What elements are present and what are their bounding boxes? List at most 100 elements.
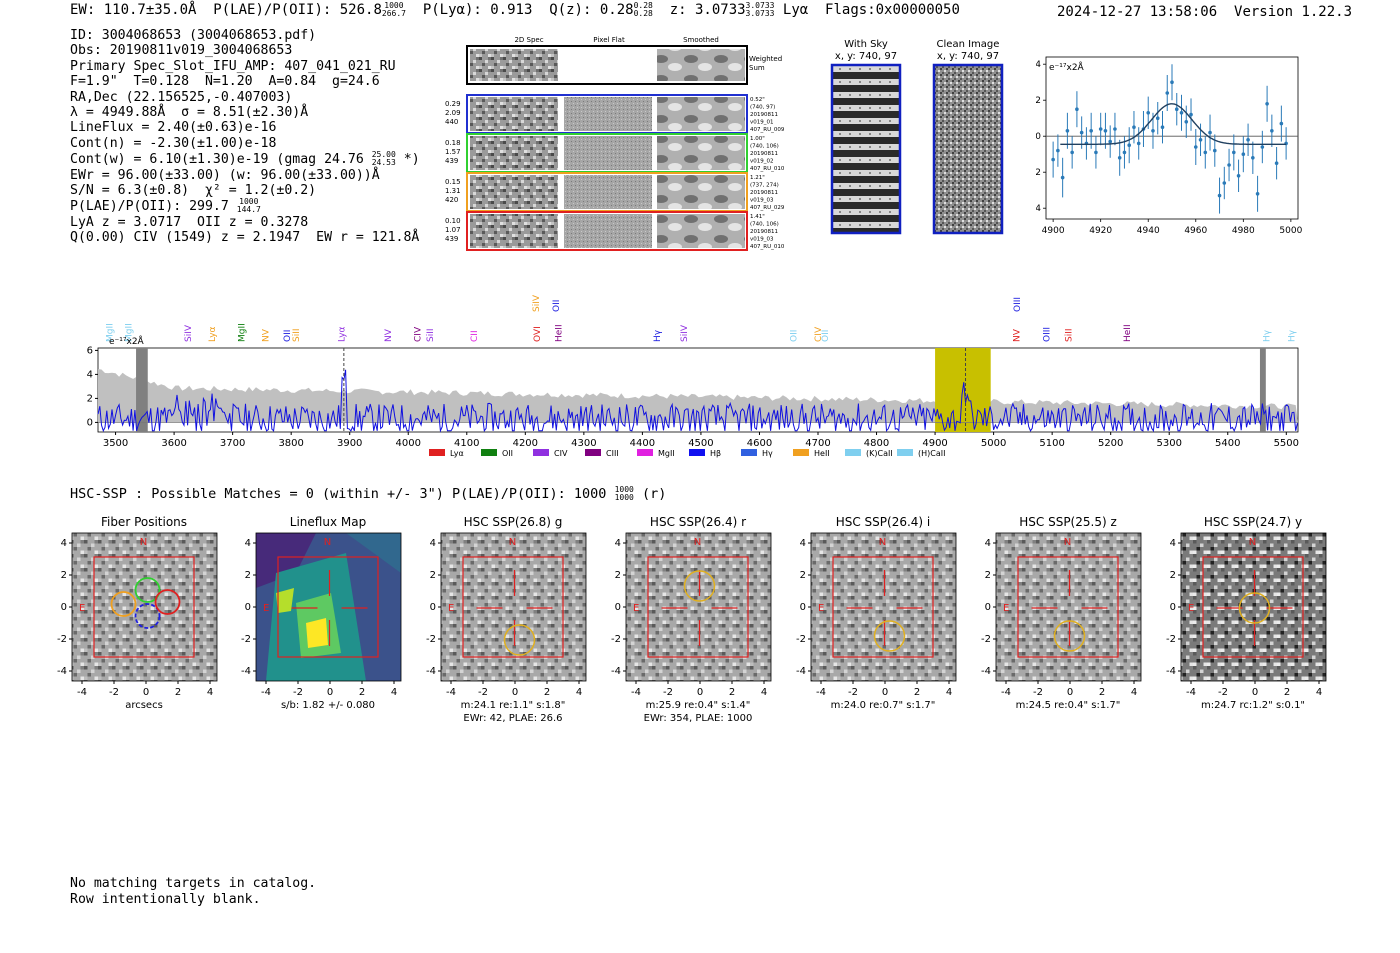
- row-right-label: 1.41": [750, 214, 765, 220]
- legend-label: HeII: [814, 449, 830, 458]
- aperture-circle: [1053, 620, 1086, 652]
- thumb-xtick-label: -4: [446, 687, 456, 698]
- detection-info: ID: 3004068653 (3004068653.pdf) Obs: 201…: [70, 28, 420, 246]
- thumb-ytick-label: 2: [245, 570, 251, 581]
- thumb-xtick-label: 4: [946, 687, 952, 698]
- thumb-image: [72, 533, 217, 681]
- row-left-label: 0.10: [445, 217, 461, 225]
- aperture-circle: [1238, 592, 1271, 624]
- legend-label: Hβ: [710, 449, 721, 458]
- legend-swatch: [637, 449, 653, 456]
- footer-line-1: No matching targets in catalog.: [70, 876, 317, 891]
- row-left-label: 439: [445, 235, 458, 243]
- info-plae-row: P(LAE)/P(OII): 299.7 1000 144.7: [70, 198, 420, 215]
- row-left-label: 420: [445, 196, 458, 204]
- thumb-caption-2: EWr: 354, PLAE: 1000: [644, 713, 753, 724]
- spectrum-xtick-label: 4400: [630, 438, 655, 449]
- line-id-label: OII: [821, 330, 831, 342]
- spectrum-xtick-label: 4100: [454, 438, 479, 449]
- fit-ytick-label: -4: [1036, 204, 1041, 214]
- info-radec: RA,Dec (22.156525,-0.407003): [70, 89, 293, 105]
- row-2d-spec: [470, 97, 558, 131]
- plae-hi: 1000: [384, 1, 404, 10]
- hsc-thumb-6: HSC SSP(25.5) z N E -4 4 -2 2 0 0 2 -2 4 -4 m:24.5 re…: [981, 515, 1142, 711]
- line-id-label: HeII: [1123, 324, 1133, 342]
- thumb-title: Fiber Positions: [101, 515, 187, 529]
- fiber-circle: [134, 577, 161, 603]
- thumb-xtick-label: -4: [261, 687, 271, 698]
- legend-label: Hγ: [762, 449, 773, 458]
- spectrum-ytick-label: 6: [87, 345, 93, 356]
- thumb-xtick-label: 4: [207, 687, 213, 698]
- row-left-label: 0.18: [445, 139, 461, 147]
- line-id-label: CIV: [814, 326, 824, 342]
- fit-data-point: [1246, 138, 1250, 142]
- legend-swatch: [897, 449, 913, 456]
- thumb-xtick-label: 2: [175, 687, 181, 698]
- spectrum-trace: [97, 369, 1298, 433]
- thumb-ytick-label: -2: [57, 634, 67, 645]
- thumb-xtick-label: 0: [143, 687, 149, 698]
- thumb-caption-2: EWr: 42, PLAE: 26.6: [463, 713, 562, 724]
- row-pixel-flat: [564, 136, 652, 170]
- fit-data-point: [1270, 129, 1274, 133]
- thumb-xtick-label: 4: [1131, 687, 1137, 698]
- thumb-caption: m:24.7 rc:1.2" s:0.1": [1201, 700, 1305, 711]
- sky-image: [830, 63, 902, 235]
- fit-data-point: [1056, 148, 1060, 153]
- fit-data-point: [1265, 102, 1269, 106]
- header-summary: EW: 110.7±35.0Å P(LAE)/P(OII): 526.8 1000…: [70, 1, 960, 19]
- fiber-circle: [134, 603, 161, 629]
- clean-image-panel: Clean Image x, y: 740, 97: [932, 39, 1004, 235]
- fit-ytick-label: -2: [1036, 168, 1041, 178]
- info-lambda: λ = 4949.88Å σ = 8.51(±2.30)Å: [70, 105, 309, 121]
- line-id-label: CIV: [414, 326, 424, 342]
- north-label: N: [1249, 537, 1256, 548]
- timestamp: 2024-12-27 13:58:06: [1057, 4, 1218, 20]
- thumb-ytick-label: 4: [615, 538, 621, 549]
- row-smoothed: [657, 214, 745, 248]
- east-label: E: [1188, 603, 1194, 614]
- row-right-label: (740, 106): [750, 144, 779, 150]
- footer-line-2: Row intentionally blank.: [70, 891, 261, 907]
- sky-title: With Sky: [844, 39, 888, 50]
- east-label: E: [263, 603, 269, 614]
- thumb-ytick-label: 0: [430, 602, 436, 613]
- with-sky-panel: With Sky x, y: 740, 97: [830, 39, 902, 235]
- z-hi: 3.0733: [745, 1, 775, 10]
- spectrum-xtick-label: 5000: [981, 438, 1006, 449]
- thumb-ytick-label: 2: [61, 570, 67, 581]
- north-label: N: [509, 537, 516, 548]
- row-right-label: v019_02: [750, 159, 774, 165]
- fiber-circle: [110, 591, 137, 617]
- thumb-ytick-label: 0: [800, 602, 806, 613]
- flux-peak: [306, 618, 328, 648]
- thumb-xtick-label: 4: [576, 687, 582, 698]
- search-box: [462, 556, 564, 658]
- contw-end: *): [403, 152, 420, 168]
- qz-lo: 0.28: [633, 9, 653, 18]
- row-right-label: 407_RU_010: [750, 244, 785, 250]
- row-right-label: 0.52": [750, 97, 765, 103]
- thumb-caption: s/b: 1.82 +/- 0.080: [281, 700, 375, 711]
- east-label: E: [79, 603, 85, 614]
- legend-label: (H)CaII: [918, 449, 945, 458]
- spectrum-unit: e⁻¹⁷x2Å: [109, 335, 145, 347]
- legend-swatch: [429, 449, 445, 456]
- contw-lo: 24.53: [371, 158, 396, 168]
- z-value: z: 3.0733: [669, 2, 746, 18]
- row-smoothed: [657, 175, 745, 209]
- spectrum-xtick-label: 5500: [1274, 438, 1299, 449]
- thumb-caption: m:24.0 re:0.7" s:1.7": [831, 700, 936, 711]
- weighted-smoothed: [657, 49, 745, 81]
- thumb-ytick-label: -2: [981, 634, 991, 645]
- legend-label: CIII: [606, 449, 619, 458]
- fit-data-point: [1251, 156, 1255, 160]
- spectrum-xtick-label: 3700: [220, 438, 245, 449]
- thumb-xtick-label: 0: [1252, 687, 1258, 698]
- spectrum-ytick-label: 0: [87, 417, 93, 428]
- thumb-xtick-label: 0: [882, 687, 888, 698]
